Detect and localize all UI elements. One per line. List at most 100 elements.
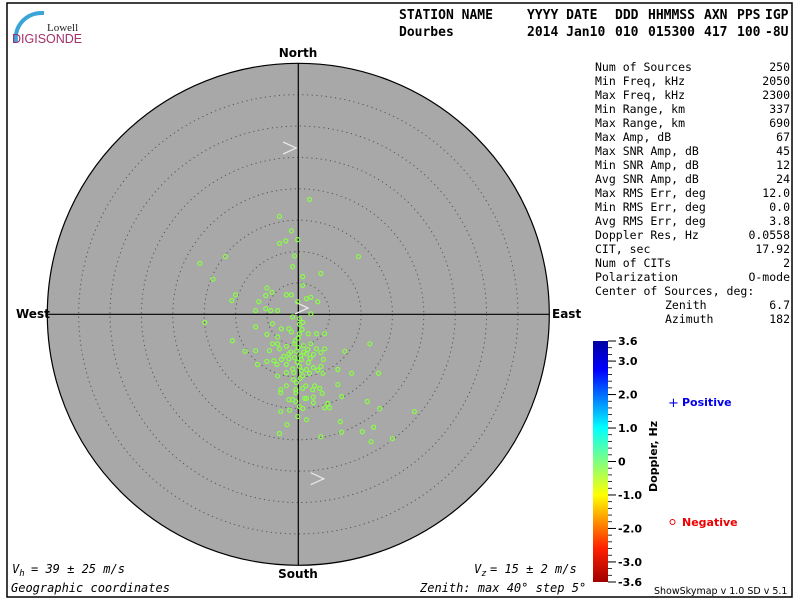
stat-label: Min Range, km (595, 102, 685, 116)
source-point (300, 343, 306, 349)
colorbar-tick-label: 3.0 (618, 355, 638, 368)
source-point (322, 331, 328, 337)
source-point (197, 260, 203, 267)
center-zenith-label: Zenith (665, 298, 707, 312)
source-point (291, 354, 298, 361)
source-point (269, 289, 275, 295)
source-point (229, 338, 236, 344)
stat-label: Min RMS Err, deg (595, 200, 706, 214)
source-point (286, 356, 292, 362)
stat-label: Min SNR Amp, dB (595, 158, 699, 172)
source-point (315, 299, 321, 305)
source-point (305, 346, 311, 353)
source-point (368, 439, 374, 445)
vh-sub: h (19, 569, 24, 579)
vz-value: = 15 ± 2 m/s (490, 562, 577, 576)
stat-label: Max SNR Amp, dB (595, 144, 699, 158)
source-point (313, 346, 320, 352)
header-station: Dourbes (399, 25, 454, 40)
colorbar-tick-label: 2.0 (618, 389, 638, 402)
source-point (303, 366, 310, 373)
source-point (364, 398, 370, 405)
source-point (293, 398, 299, 405)
header-axn: 417 (704, 25, 727, 40)
header-label-pps: PPS (737, 8, 761, 23)
colorbar-tick-label: -3.6 (618, 576, 642, 589)
logo: Lowell DIGISONDE (12, 10, 82, 46)
source-point (335, 366, 341, 373)
source-point (253, 307, 259, 314)
colorbar-tick-label: -1.0 (618, 489, 642, 502)
stat-value: 3.8 (769, 214, 790, 228)
legend-positive: Positive (682, 396, 732, 409)
stat-label: Avg SNR Amp, dB (595, 172, 699, 186)
source-point (202, 319, 208, 326)
header-ddd: 010 (615, 25, 639, 40)
coordinates-label: Geographic coordinates (11, 581, 170, 595)
stat-value: 45 (776, 144, 790, 158)
source-point (299, 326, 305, 332)
source-point (210, 276, 216, 282)
source-point (376, 370, 382, 376)
source-point (293, 387, 299, 393)
source-point (264, 358, 270, 364)
source-point (278, 408, 284, 415)
stat-value: 17.92 (755, 242, 790, 256)
source-point (303, 417, 310, 423)
stat-value: 2 (783, 256, 790, 270)
source-point (300, 274, 306, 280)
header-time: 015300 (648, 25, 695, 40)
header-igp: -8U (765, 25, 789, 40)
source-point (242, 348, 248, 354)
source-point (297, 375, 303, 381)
source-point (359, 429, 365, 435)
source-point (274, 341, 281, 347)
colorbar-tick-label: 0 (618, 456, 626, 469)
colorbar-title: Doppler, Hz (647, 421, 660, 492)
source-point (281, 353, 287, 359)
source-point (288, 228, 294, 234)
source-point (256, 299, 262, 305)
source-point (264, 285, 270, 291)
source-point (286, 407, 293, 413)
source-point (306, 370, 313, 376)
stat-value: 0.0558 (748, 228, 790, 242)
velocity-chevron-icon (282, 141, 298, 155)
colorbar-tick-label: 1.0 (618, 422, 638, 435)
source-point (283, 343, 289, 349)
colorbar-tick-label: -2.0 (618, 522, 642, 535)
source-point (318, 349, 324, 356)
vh-symbol: Vh (12, 562, 25, 579)
center-azimuth-label: Azimuth (665, 312, 713, 326)
source-point (310, 400, 316, 406)
version-info: ShowSkymap v 1.0 SD v 5.1 (654, 586, 787, 597)
source-point (290, 376, 296, 383)
source-point (293, 390, 299, 396)
source-point (263, 306, 269, 312)
label-west: West (16, 307, 50, 321)
source-point (367, 341, 373, 347)
source-point (318, 270, 324, 277)
source-point (274, 334, 281, 340)
stats-panel: Num of Sources 250 Min Freq, kHz 2050 Max Fr… (595, 60, 790, 284)
source-point (325, 400, 331, 407)
stat-value: 250 (769, 60, 790, 74)
negative-circle-icon (669, 519, 676, 525)
source-point (315, 367, 321, 373)
source-point (295, 335, 301, 341)
source-point (276, 240, 283, 246)
logo-lowell: Lowell (47, 22, 78, 34)
source-point (310, 365, 316, 371)
header-pps: 100 (737, 25, 761, 40)
source-point (283, 292, 289, 298)
source-point (377, 405, 383, 412)
label-north: North (279, 46, 317, 60)
source-point (298, 353, 304, 359)
stat-value: 0.0 (769, 200, 790, 214)
source-point (308, 341, 314, 347)
source-point (301, 349, 307, 355)
stat-label: Num of CITs (595, 256, 671, 270)
source-point (296, 316, 303, 322)
stat-value: 12 (776, 158, 790, 172)
